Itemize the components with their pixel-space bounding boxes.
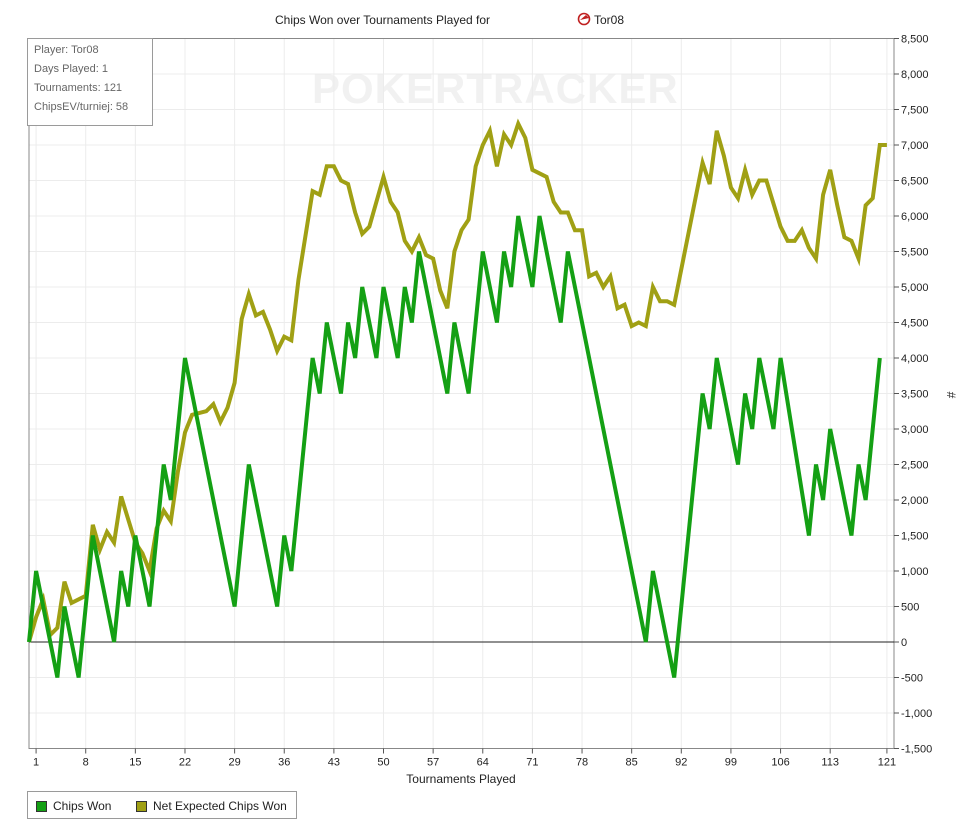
legend-item-net-expected[interactable]: Net Expected Chips Won [136, 799, 287, 813]
y-tick-label: 6,000 [901, 211, 929, 223]
x-tick-label: 50 [377, 757, 389, 769]
y-tick-label: 4,500 [901, 318, 929, 330]
player-logo-icon [577, 12, 591, 26]
y-tick-label: 8,500 [901, 34, 929, 46]
legend: Chips Won Net Expected Chips Won [27, 791, 297, 819]
y-tick-label: 2,000 [901, 495, 929, 507]
y-tick-label: 500 [901, 602, 919, 614]
x-tick-label: 36 [278, 757, 290, 769]
chart-title: Chips Won over Tournaments Played for [275, 13, 490, 27]
legend-item-chips-won[interactable]: Chips Won [36, 799, 111, 813]
y-tick-label: 8,000 [901, 69, 929, 81]
y-tick-label: -1,500 [901, 744, 932, 756]
chart-title-player: Tor08 [594, 13, 624, 27]
y-tick-label: 1,500 [901, 531, 929, 543]
x-tick-label: 78 [576, 757, 588, 769]
y-tick-label: 5,000 [901, 282, 929, 294]
y-axis-ticks: -1,500 -1,000 -500 0 500 1,000 1,500 2,000 2,500… [894, 34, 932, 756]
x-tick-label: 99 [725, 757, 737, 769]
x-tick-label: 57 [427, 757, 439, 769]
x-tick-label: 85 [626, 757, 638, 769]
legend-label-net-expected: Net Expected Chips Won [153, 799, 287, 813]
info-days-played: Days Played: 1 [34, 63, 108, 75]
y-tick-label: 1,000 [901, 566, 929, 578]
player-info-box: Player: Tor08 Days Played: 1 Tournaments… [27, 38, 153, 126]
x-tick-label: 71 [526, 757, 538, 769]
y-tick-label: 0 [901, 637, 907, 649]
y-tick-label: 7,000 [901, 140, 929, 152]
x-tick-label: 64 [477, 757, 489, 769]
x-tick-label: 113 [821, 757, 839, 769]
x-axis-label: Tournaments Played [406, 772, 515, 786]
y-tick-label: 5,500 [901, 247, 929, 259]
x-tick-label: 43 [328, 757, 340, 769]
y-tick-label: -500 [901, 673, 923, 685]
y-tick-label: 4,000 [901, 353, 929, 365]
legend-label-chips-won: Chips Won [53, 799, 112, 813]
x-axis-ticks: 1 8 15 22 29 36 43 50 57 64 71 78 85 92 99 106 113 121 [33, 748, 896, 769]
x-tick-label: 1 [33, 757, 39, 769]
legend-swatch-chips-won [36, 800, 47, 812]
series-line-chips-won [27, 215, 882, 678]
info-tournaments: Tournaments: 121 [34, 82, 123, 94]
watermark-text: POKERTRACKER [312, 65, 679, 112]
series-line-net-expected-chips-won [27, 118, 887, 643]
legend-swatch-net-expected [136, 800, 147, 812]
x-tick-label: 121 [878, 757, 896, 769]
y-tick-label: 7,500 [901, 105, 929, 117]
x-tick-label: 8 [83, 757, 89, 769]
y-axis-label: # [944, 392, 958, 399]
y-tick-label: 3,000 [901, 424, 929, 436]
series-group [27, 118, 887, 678]
y-tick-label: -1,000 [901, 708, 932, 720]
x-tick-label: 15 [129, 757, 141, 769]
y-tick-label: 2,500 [901, 460, 929, 472]
info-chipsev: ChipsEV/turniej: 58 [34, 101, 129, 113]
x-tick-label: 92 [675, 757, 687, 769]
x-tick-label: 106 [771, 757, 789, 769]
y-tick-label: 3,500 [901, 389, 929, 401]
x-tick-label: 22 [179, 757, 191, 769]
watermark: POKERTRACKER [312, 65, 679, 112]
x-tick-label: 29 [228, 757, 240, 769]
y-tick-label: 6,500 [901, 176, 929, 188]
info-player: Player: Tor08 [34, 44, 99, 56]
